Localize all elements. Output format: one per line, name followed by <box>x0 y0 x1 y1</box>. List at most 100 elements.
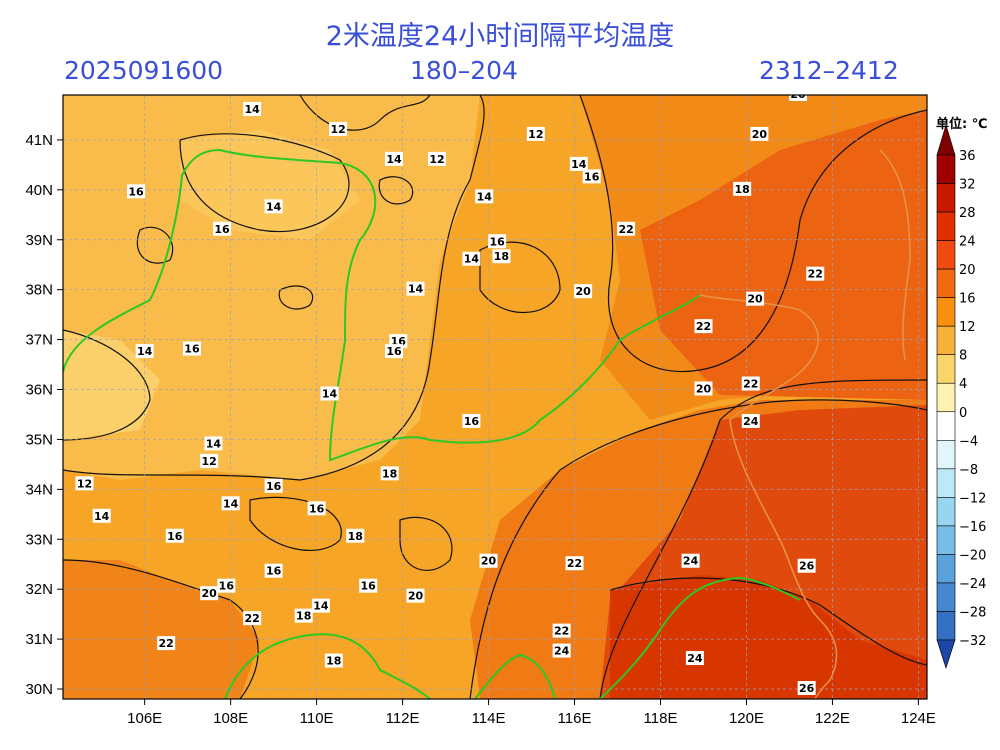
x-axis: 106E 108E 110E 112E 114E 116E 118E 120E 122E 124E <box>127 699 936 727</box>
y-tick-label: 33N <box>25 531 53 548</box>
contour-label-bg <box>135 344 154 359</box>
contour-label-bg <box>165 528 184 543</box>
colorbar-tick-label: −4 <box>959 434 978 449</box>
colorbar-tick-label: −16 <box>959 520 986 535</box>
colorbar-tick-label: −24 <box>959 577 986 592</box>
colorbar-segment <box>936 439 956 470</box>
hottest-region <box>610 575 927 699</box>
contour-label: 18 <box>494 250 509 263</box>
contour-label: 20 <box>201 587 217 600</box>
contour-label: 16 <box>309 502 325 515</box>
contour-label: 14 <box>266 200 282 213</box>
contour-label: 22 <box>244 612 259 625</box>
colorbar-tick-label: 0 <box>959 406 967 421</box>
contour-label: 22 <box>554 625 569 638</box>
y-tick-label: 37N <box>25 332 53 349</box>
contour-label-bg <box>359 578 378 593</box>
contour-label: 14 <box>571 158 587 171</box>
contour-label: 16 <box>167 530 183 543</box>
x-tick-label: 112E <box>386 710 420 727</box>
contour-label-bg <box>806 266 825 281</box>
contour-label-bg <box>200 453 219 468</box>
contour-label-bg <box>75 476 94 491</box>
colorbar-segment <box>936 240 956 270</box>
coastline <box>699 294 838 699</box>
y-tick-label: 36N <box>25 382 53 399</box>
contour-label-bg <box>406 588 425 603</box>
contour-label: 16 <box>266 480 282 493</box>
river-lines <box>63 148 801 699</box>
contour-label-bg <box>741 413 760 428</box>
contour-label-bg <box>789 95 808 101</box>
contour-label: 16 <box>214 223 230 236</box>
contour-label: 14 <box>464 253 480 266</box>
contour-label-bg <box>200 586 219 601</box>
contour-label-bg <box>552 643 571 658</box>
contour-label: 16 <box>464 415 480 428</box>
contour-label: 22 <box>743 378 758 391</box>
y-tick-label: 35N <box>25 431 53 448</box>
x-tick-label: 106E <box>127 710 162 727</box>
contour-label: 22 <box>159 637 174 650</box>
contour-label-bg <box>217 578 236 593</box>
contour-label: 12 <box>330 123 345 136</box>
contour-label-bg <box>264 478 283 493</box>
coastline-korea <box>879 149 911 361</box>
contour-label: 20 <box>575 285 591 298</box>
contour-label: 14 <box>244 103 260 116</box>
contour-label-bg <box>324 653 343 668</box>
contour-label-bg <box>479 553 498 568</box>
contour-label-bg <box>182 341 201 356</box>
cool-patch-north <box>180 130 360 240</box>
contour-label-bg <box>384 151 403 166</box>
x-tick-label: 116E <box>558 710 592 727</box>
contour-label: 18 <box>735 183 750 196</box>
contour-label-bg <box>462 413 481 428</box>
contour-label-bg <box>264 199 283 214</box>
contour-label: 12 <box>528 128 543 141</box>
colorbar-bottom-cap <box>936 639 956 669</box>
contour-label: 20 <box>790 88 806 101</box>
contour-label: 14 <box>206 437 222 450</box>
contour-label: 20 <box>752 128 768 141</box>
contour-label-bg <box>462 251 481 266</box>
colorbar-segment <box>936 411 956 441</box>
contour-label-bg <box>346 528 365 543</box>
colorbar-tick-label: 32 <box>959 178 976 193</box>
colorbar-tick-label: 20 <box>959 263 976 278</box>
colorbar-tick-label: 28 <box>959 206 976 221</box>
contour-label-bg <box>574 284 593 299</box>
contour-label: 16 <box>386 345 402 358</box>
x-tick-label: 110E <box>300 710 334 727</box>
contour-label: 14 <box>477 190 493 203</box>
contour-label-bg <box>243 101 262 116</box>
contour-label: 26 <box>799 560 815 573</box>
contour-label-bg <box>492 249 511 264</box>
colorbar-segment <box>936 297 956 327</box>
contour-label-bg <box>221 496 240 511</box>
contour-label-bg <box>311 598 330 613</box>
contour-label-bg <box>329 121 348 136</box>
colorbar-segment <box>936 354 956 384</box>
colorbar-segment <box>936 382 956 413</box>
contour-label: 16 <box>361 580 377 593</box>
contour-label: 14 <box>94 510 110 523</box>
contour-label-bg <box>92 508 111 523</box>
colorbar-title: 单位: ℃ <box>936 116 987 132</box>
colorbar-tick-label: 8 <box>959 349 967 364</box>
contour-label-bg <box>406 281 425 296</box>
colorbar-segment <box>936 183 956 213</box>
colorbar-tick-label: 24 <box>959 235 976 250</box>
map-title: 2米温度24小时间隔平均温度 <box>325 21 675 52</box>
y-tick-label: 40N <box>25 182 53 199</box>
contour-label-bg <box>213 221 232 236</box>
x-tick-label: 114E <box>472 710 506 727</box>
contour-label-bg <box>384 344 403 359</box>
y-axis: 41N 40N 39N 38N 37N 36N 35N 34N 33N 32N 31N 30N <box>25 132 63 698</box>
y-tick-label: 32N <box>25 581 53 598</box>
contour-label: 18 <box>348 530 363 543</box>
contour-label-bg <box>380 466 399 481</box>
y-tick-label: 39N <box>25 232 53 249</box>
